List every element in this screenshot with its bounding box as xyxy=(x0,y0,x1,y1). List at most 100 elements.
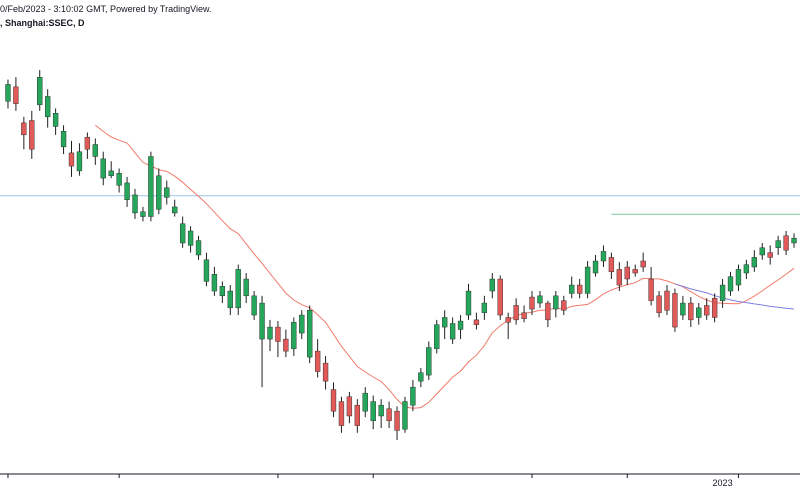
candle-down xyxy=(29,120,35,150)
candle-down xyxy=(338,401,345,426)
candle-up xyxy=(727,276,734,292)
candle-down xyxy=(473,319,480,325)
candle-down xyxy=(648,278,654,301)
candle-down xyxy=(21,122,27,136)
candle-up xyxy=(449,323,456,340)
candle-up xyxy=(735,269,742,286)
candle-down xyxy=(624,266,630,280)
candle-up xyxy=(791,237,797,244)
candle-up xyxy=(267,326,273,340)
candle-down xyxy=(283,338,289,352)
candle-down xyxy=(330,389,337,412)
candle-up xyxy=(378,404,384,417)
candle-up xyxy=(751,257,757,268)
candle-up xyxy=(108,170,114,176)
candle-up xyxy=(164,187,170,198)
candle-down xyxy=(529,296,535,310)
candle-down xyxy=(386,408,392,421)
candle-up xyxy=(465,290,472,316)
candle-down xyxy=(545,302,551,321)
candle-up xyxy=(569,284,575,294)
candle-up xyxy=(235,269,241,309)
candle-up xyxy=(172,206,178,214)
candle-up xyxy=(553,295,559,310)
candle-up xyxy=(426,347,432,376)
candle-down xyxy=(346,396,353,417)
candle-up xyxy=(45,96,51,118)
candle-up xyxy=(60,131,67,148)
candle-up xyxy=(140,211,146,217)
candle-down xyxy=(688,302,694,321)
candle-up xyxy=(5,84,11,102)
candle-up xyxy=(537,295,543,304)
candle-up xyxy=(259,302,265,340)
candle-up xyxy=(434,324,440,349)
candle-up xyxy=(442,317,448,328)
candle-down xyxy=(322,362,329,382)
candle-up xyxy=(179,223,186,244)
candle-down xyxy=(608,257,615,273)
candle-up xyxy=(307,310,313,358)
candle-up xyxy=(370,401,376,421)
candle-down xyxy=(84,137,91,150)
chart-header-timestamp: 0/Feb/2023 - 3:10:02 GMT, Powered by Tra… xyxy=(0,4,212,14)
candle-up xyxy=(481,302,488,313)
candle-down xyxy=(704,305,710,316)
candle-up xyxy=(743,264,750,274)
candle-down xyxy=(354,404,360,426)
candle-up xyxy=(600,251,607,262)
candle-up xyxy=(299,314,305,334)
candle-up xyxy=(132,194,138,214)
candle-down xyxy=(640,260,646,268)
candle-down xyxy=(561,300,567,311)
candle-up xyxy=(410,386,416,406)
candle-up xyxy=(187,230,194,246)
moving-average-long xyxy=(674,283,795,310)
candle-up xyxy=(402,401,408,430)
candle-up xyxy=(219,286,226,297)
candle-up xyxy=(227,290,233,309)
candle-up xyxy=(592,260,599,274)
x-axis-label-2023: 2023 xyxy=(713,478,733,488)
candle-up xyxy=(100,158,106,179)
candle-up xyxy=(124,182,130,200)
candle-up xyxy=(457,320,464,330)
candle-down xyxy=(616,269,623,286)
candle-up xyxy=(584,266,591,294)
candle-down xyxy=(576,284,583,294)
candle-down xyxy=(783,235,789,251)
candle-up xyxy=(719,284,726,301)
candle-down xyxy=(711,298,718,318)
candle-up xyxy=(195,240,202,256)
candle-up xyxy=(92,144,98,157)
candle-up xyxy=(116,173,122,186)
candle-down xyxy=(505,317,511,323)
candle-up xyxy=(291,322,297,349)
candle-down xyxy=(656,295,662,313)
candle-up xyxy=(203,259,210,282)
candle-down xyxy=(394,410,400,431)
candle-up xyxy=(37,77,43,106)
candle-up xyxy=(251,295,257,316)
moving-average-short xyxy=(94,124,795,409)
candle-up xyxy=(775,240,781,248)
candle-down xyxy=(521,312,527,319)
chart-header-symbol: , Shanghai:SSEC, D xyxy=(0,18,85,28)
candle-down xyxy=(68,152,75,167)
candle-down xyxy=(314,350,321,372)
candle-down xyxy=(672,293,678,328)
candle-down xyxy=(497,278,503,316)
candle-down xyxy=(664,290,670,311)
candle-up xyxy=(418,372,424,382)
candle-up xyxy=(759,247,765,256)
candle-up xyxy=(52,113,59,127)
candle-up xyxy=(148,156,154,217)
candle-down xyxy=(767,252,773,258)
candle-up xyxy=(696,307,702,318)
candle-up xyxy=(211,274,218,292)
candle-down xyxy=(513,305,519,321)
candle-up xyxy=(680,302,686,316)
candle-up xyxy=(362,392,368,412)
candle-down xyxy=(13,86,19,104)
